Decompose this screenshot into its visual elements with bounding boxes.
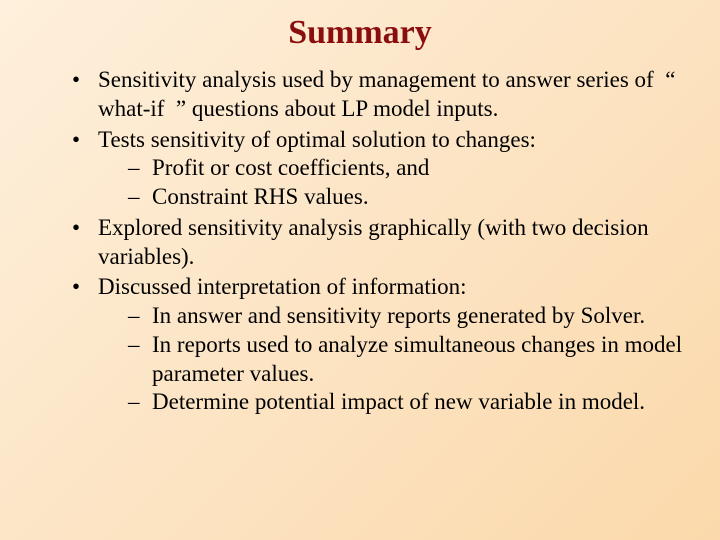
- bullet-list: Sensitivity analysis used by management …: [30, 66, 690, 417]
- sub-list-item: Profit or cost coefficients, and: [128, 154, 690, 183]
- bullet-text: Explored sensitivity analysis graphicall…: [98, 215, 649, 269]
- sub-bullet-list: In answer and sensitivity reports genera…: [98, 302, 690, 417]
- sub-list-item: Determine potential impact of new variab…: [128, 388, 690, 417]
- list-item: Explored sensitivity analysis graphicall…: [72, 214, 690, 272]
- slide-title: Summary: [30, 14, 690, 52]
- sub-list-item: Constraint RHS values.: [128, 183, 690, 212]
- bullet-text: Tests sensitivity of optimal solution to…: [98, 127, 536, 152]
- sub-bullet-text: In reports used to analyze simultaneous …: [152, 332, 682, 386]
- list-item: Discussed interpretation of information:…: [72, 273, 690, 417]
- sub-bullet-text: Profit or cost coefficients, and: [152, 155, 429, 180]
- sub-bullet-text: Determine potential impact of new variab…: [152, 389, 645, 414]
- list-item: Sensitivity analysis used by management …: [72, 66, 690, 124]
- bullet-text: Sensitivity analysis used by management …: [98, 67, 675, 121]
- sub-bullet-text: In answer and sensitivity reports genera…: [152, 303, 645, 328]
- sub-bullet-text: Constraint RHS values.: [152, 184, 369, 209]
- bullet-text: Discussed interpretation of information:: [98, 274, 467, 299]
- sub-list-item: In answer and sensitivity reports genera…: [128, 302, 690, 331]
- sub-bullet-list: Profit or cost coefficients, and Constra…: [98, 154, 690, 212]
- list-item: Tests sensitivity of optimal solution to…: [72, 126, 690, 212]
- sub-list-item: In reports used to analyze simultaneous …: [128, 331, 690, 389]
